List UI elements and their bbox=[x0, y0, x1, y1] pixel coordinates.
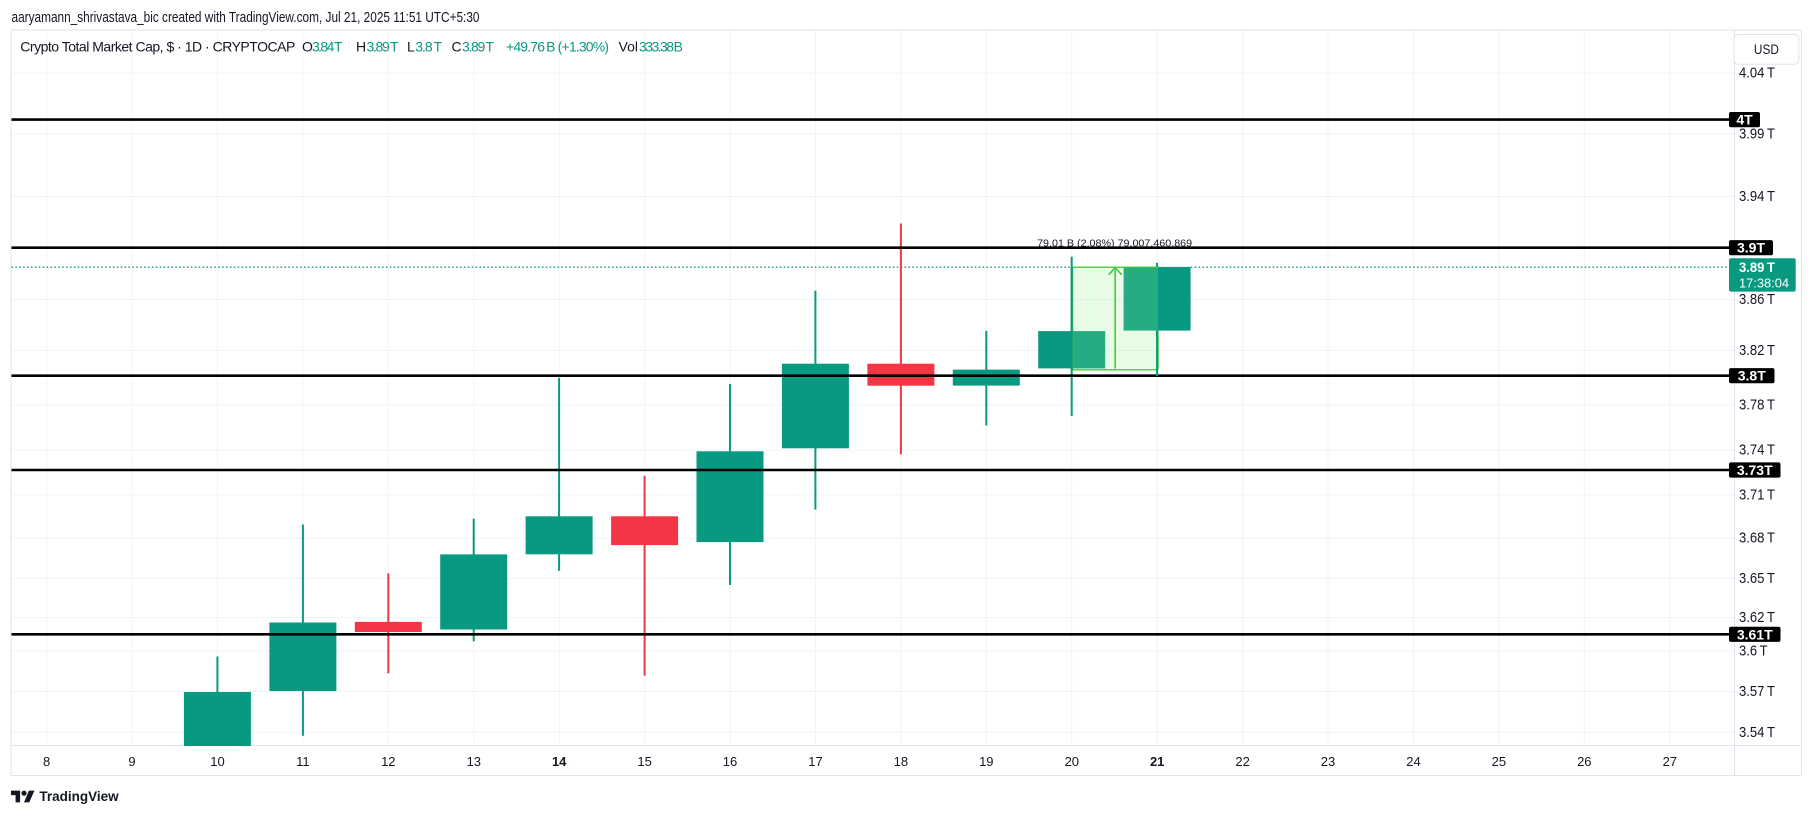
svg-text:+49.76 B (+1.30%): +49.76 B (+1.30%) bbox=[506, 39, 609, 55]
svg-text:21: 21 bbox=[1150, 754, 1164, 769]
svg-text:16: 16 bbox=[723, 754, 737, 769]
svg-text:79.01 B (2.08%) 79,007,460,869: 79.01 B (2.08%) 79,007,460,869 bbox=[1037, 237, 1192, 249]
svg-text:Crypto Total Market Cap, $ · 1: Crypto Total Market Cap, $ · 1D · CRYPTO… bbox=[20, 39, 295, 55]
svg-text:3.71 T: 3.71 T bbox=[1739, 487, 1775, 504]
svg-text:9: 9 bbox=[128, 754, 135, 769]
svg-text:13: 13 bbox=[467, 754, 481, 769]
svg-text:22: 22 bbox=[1235, 754, 1249, 769]
svg-text:USD: USD bbox=[1754, 42, 1779, 57]
svg-text:27: 27 bbox=[1663, 754, 1677, 769]
svg-text:3.54 T: 3.54 T bbox=[1739, 724, 1775, 741]
svg-text:26: 26 bbox=[1577, 754, 1591, 769]
svg-text:O: O bbox=[302, 39, 313, 55]
svg-text:23: 23 bbox=[1321, 754, 1335, 769]
svg-text:3.84 T: 3.84 T bbox=[312, 39, 343, 55]
svg-text:3.68 T: 3.68 T bbox=[1739, 530, 1775, 547]
svg-text:15: 15 bbox=[637, 754, 651, 769]
svg-text:14: 14 bbox=[552, 754, 567, 769]
svg-text:3.65 T: 3.65 T bbox=[1739, 570, 1775, 587]
svg-text:3.86 T: 3.86 T bbox=[1739, 291, 1775, 308]
svg-text:3.6 T: 3.6 T bbox=[1739, 643, 1768, 660]
svg-text:4T: 4T bbox=[1736, 112, 1753, 128]
svg-text:3.82 T: 3.82 T bbox=[1739, 342, 1775, 359]
svg-text:3.99 T: 3.99 T bbox=[1739, 126, 1775, 143]
svg-text:3.61T: 3.61T bbox=[1737, 626, 1773, 642]
svg-text:4.04 T: 4.04 T bbox=[1739, 65, 1775, 82]
svg-text:3.8 T: 3.8 T bbox=[415, 39, 442, 55]
svg-text:3.62 T: 3.62 T bbox=[1739, 609, 1775, 626]
svg-text:3.89 T: 3.89 T bbox=[462, 39, 494, 55]
svg-text:C: C bbox=[452, 39, 462, 55]
svg-text:3.8T: 3.8T bbox=[1738, 368, 1766, 384]
svg-text:333.38 B: 333.38 B bbox=[639, 39, 683, 55]
svg-text:12: 12 bbox=[381, 754, 395, 769]
svg-text:3.74 T: 3.74 T bbox=[1739, 442, 1775, 459]
svg-text:Vol: Vol bbox=[619, 39, 638, 55]
svg-text:3.9T: 3.9T bbox=[1737, 240, 1765, 256]
svg-text:24: 24 bbox=[1406, 754, 1420, 769]
svg-text:3.89 T: 3.89 T bbox=[1739, 259, 1775, 275]
svg-text:19: 19 bbox=[979, 754, 993, 769]
svg-text:25: 25 bbox=[1492, 754, 1506, 769]
svg-text:3.57 T: 3.57 T bbox=[1739, 683, 1775, 700]
svg-text:aaryamann_shrivastava_bic crea: aaryamann_shrivastava_bic created with T… bbox=[12, 10, 480, 26]
svg-text:17: 17 bbox=[808, 754, 822, 769]
svg-text:3.73T: 3.73T bbox=[1737, 462, 1773, 478]
svg-text:3.94 T: 3.94 T bbox=[1739, 188, 1775, 205]
svg-text:10: 10 bbox=[210, 754, 224, 769]
svg-text:17:38:04: 17:38:04 bbox=[1739, 276, 1789, 291]
svg-text:20: 20 bbox=[1065, 754, 1079, 769]
svg-text:H: H bbox=[356, 39, 366, 55]
svg-text:3.78 T: 3.78 T bbox=[1739, 397, 1775, 414]
svg-text:3.89 T: 3.89 T bbox=[367, 39, 399, 55]
svg-text:TradingView: TradingView bbox=[39, 789, 119, 804]
svg-text:18: 18 bbox=[894, 754, 908, 769]
svg-text:11: 11 bbox=[296, 754, 310, 769]
svg-text:L: L bbox=[407, 39, 415, 55]
svg-text:8: 8 bbox=[43, 754, 50, 769]
